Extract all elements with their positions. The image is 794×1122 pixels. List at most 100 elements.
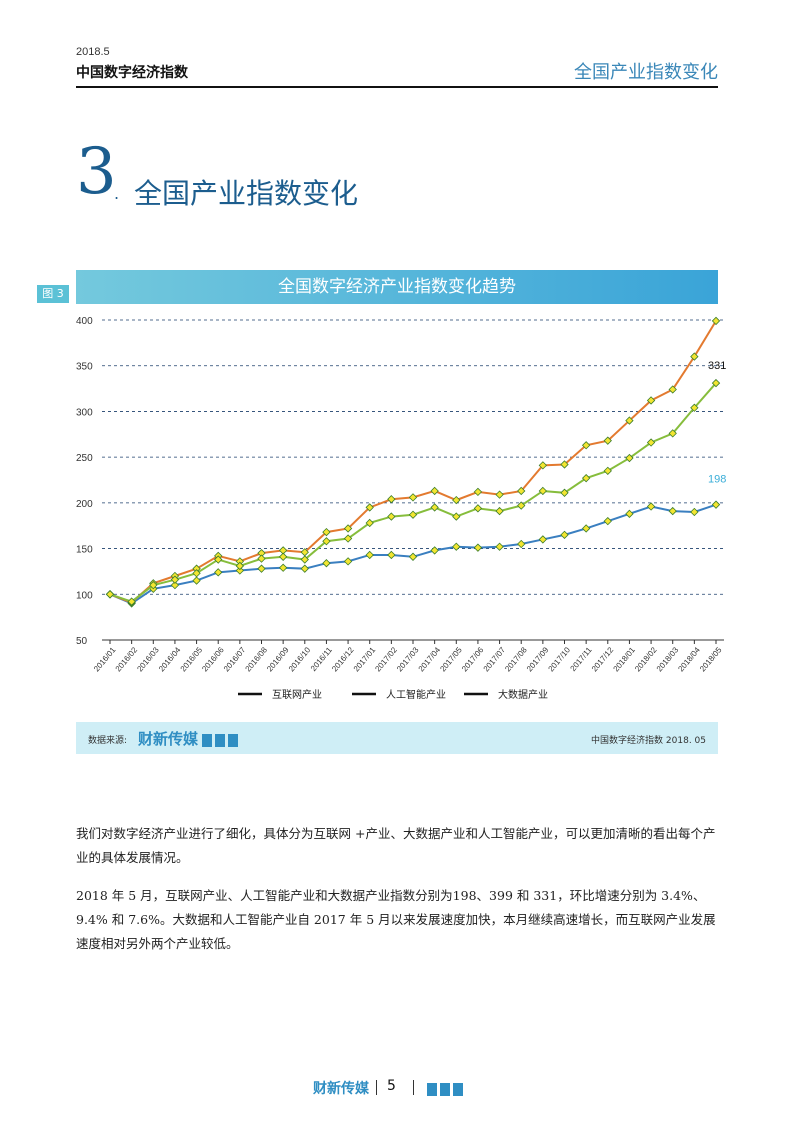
data-point — [170, 575, 180, 584]
data-point — [278, 563, 288, 572]
data-point — [235, 561, 245, 571]
legend-label: 人工智能产业 — [386, 688, 446, 701]
data-point — [408, 510, 418, 519]
header-rule — [76, 86, 718, 88]
data-point — [560, 488, 569, 497]
data-point — [538, 461, 548, 470]
cbn-logo-icon — [202, 732, 242, 747]
data-point — [560, 530, 569, 540]
data-point — [192, 576, 201, 585]
x-tick-label: 2017/10 — [547, 645, 573, 673]
header-section-title: 全国产业指数变化 — [574, 62, 718, 83]
y-tick-label: 350 — [76, 362, 93, 373]
data-point — [625, 416, 634, 425]
data-point — [711, 500, 721, 509]
figure-title-bar: 全国数字经济产业指数变化趋势 — [76, 270, 718, 304]
data-point — [473, 487, 483, 497]
line-chart: 501001502002503003504002016/012016/02201… — [76, 298, 726, 701]
x-tick-label: 2018/05 — [698, 645, 724, 673]
y-tick-label: 100 — [76, 590, 93, 601]
page-number: 5 — [387, 1078, 396, 1094]
data-point — [257, 564, 266, 573]
data-point — [711, 378, 721, 388]
end-value-label: 198 — [708, 474, 726, 486]
chart-container: 50 100 150 200 250 300 350 400 2016/01 2016/02 201… — [40, 298, 740, 710]
data-point — [343, 524, 353, 533]
data-point — [495, 490, 504, 499]
data-point — [387, 512, 396, 521]
data-point — [690, 403, 699, 412]
data-point — [322, 559, 331, 568]
data-point — [646, 438, 656, 447]
data-point — [690, 352, 699, 361]
figure-tag: 图 3 — [37, 285, 69, 303]
data-point — [473, 543, 483, 552]
paragraph-1: 我们对数字经济产业进行了细化，具体分为互联网 +产业、大数据产业和人工智能产业，… — [76, 826, 716, 865]
data-point — [690, 507, 699, 517]
data-point — [408, 552, 418, 561]
data-point — [343, 557, 353, 566]
data-point — [646, 502, 656, 511]
data-point — [430, 486, 439, 496]
y-tick-label: 150 — [76, 545, 93, 556]
data-point — [452, 495, 461, 505]
data-point — [711, 316, 721, 326]
data-point — [517, 539, 526, 549]
data-point — [538, 486, 548, 496]
series-line — [109, 382, 717, 603]
data-point — [646, 396, 656, 405]
data-point — [235, 566, 245, 575]
data-point — [603, 436, 612, 445]
figure-title: 全国数字经济产业指数变化趋势 — [278, 277, 516, 297]
data-point — [495, 506, 504, 516]
data-point — [625, 509, 634, 518]
y-tick-label: 300 — [76, 407, 93, 418]
data-point — [278, 552, 288, 561]
data-point — [365, 518, 374, 528]
data-point — [300, 564, 309, 573]
footer-brand-logo: 财新传媒 — [313, 1081, 369, 1097]
data-point — [105, 590, 115, 599]
data-point — [387, 495, 396, 504]
data-point — [170, 580, 180, 590]
data-point — [581, 441, 591, 450]
data-point — [214, 568, 223, 577]
data-point — [343, 534, 353, 543]
data-point — [668, 385, 677, 394]
source-label: 数据来源: — [88, 736, 128, 746]
data-point — [668, 506, 677, 516]
data-point — [365, 503, 374, 512]
y-tick-label: 200 — [76, 499, 93, 510]
data-point — [603, 466, 612, 476]
data-point — [581, 474, 591, 483]
data-point — [452, 542, 461, 551]
y-tick-label: 400 — [76, 316, 93, 327]
data-point — [387, 550, 396, 560]
source-right-text: 中国数字经济指数 2018. 05 — [591, 736, 706, 746]
data-point — [430, 503, 439, 512]
data-point — [192, 569, 201, 578]
data-point — [495, 542, 504, 551]
data-point — [517, 501, 526, 510]
source-brand-logo: 财新传媒 — [138, 730, 199, 748]
footer-separator — [413, 1080, 414, 1095]
data-point — [603, 516, 612, 526]
data-point — [430, 546, 439, 555]
data-point — [257, 554, 266, 563]
section-title: 全国产业指数变化 — [134, 177, 359, 210]
data-point — [517, 486, 526, 496]
section-number: 3 — [76, 135, 117, 209]
data-point — [322, 537, 331, 546]
data-point — [538, 535, 548, 544]
paragraph-2: 2018 年 5 月，互联网产业、人工智能产业和大数据产业指数分别为198、39… — [76, 888, 716, 951]
source-bar: 数据来源: 财新传媒 中国数字经济指数 2018. 05 — [76, 722, 718, 754]
section-dot: . — [114, 184, 120, 203]
data-point — [625, 453, 634, 463]
data-point — [365, 550, 374, 560]
data-point — [300, 555, 309, 564]
legend-label: 大数据产业 — [498, 688, 548, 701]
footer: 财新传媒 5 — [0, 1078, 794, 1098]
report-title: 中国数字经济指数 — [76, 65, 188, 81]
footer-separator — [376, 1080, 377, 1095]
data-point — [452, 512, 461, 521]
